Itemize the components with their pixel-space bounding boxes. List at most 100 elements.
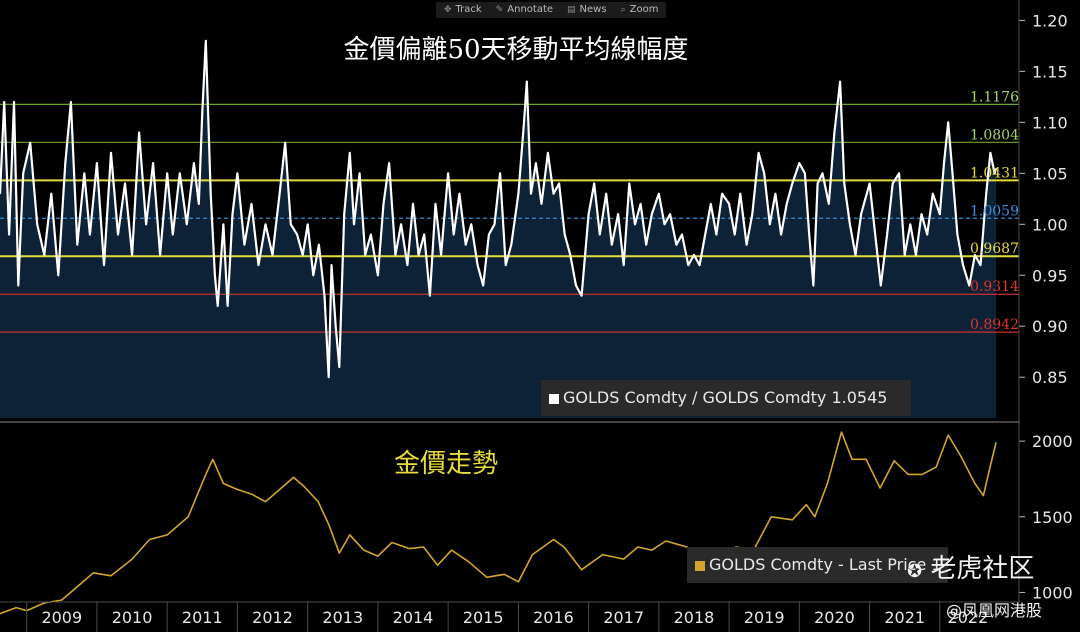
upper-point-144 xyxy=(828,203,830,205)
upper-point-175 xyxy=(995,168,997,170)
upper-point-45 xyxy=(271,254,274,256)
lower-point-27 xyxy=(391,541,393,544)
upper-point-60 xyxy=(349,152,351,154)
lower-point-8 xyxy=(131,558,133,560)
upper-point-73 xyxy=(423,233,425,236)
lower-point-62 xyxy=(935,466,937,468)
upper-point-96 xyxy=(552,193,555,195)
lower-point-58 xyxy=(879,487,881,489)
x-tick-label-2019: 2019 xyxy=(744,608,785,627)
upper-point-85 xyxy=(493,223,496,225)
upper-point-140 xyxy=(808,233,810,236)
annotate-button[interactable]: ✎ Annotate xyxy=(496,2,553,18)
upper-y-tick-label-2: 0.95 xyxy=(1032,266,1068,285)
x-tick-label-2009: 2009 xyxy=(41,608,82,627)
upper-point-104 xyxy=(599,233,601,236)
upper-point-71 xyxy=(412,203,414,205)
lower-point-56 xyxy=(851,458,853,460)
news-button[interactable]: ▤ News xyxy=(567,2,607,18)
upper-point-117 xyxy=(675,244,678,246)
x-tick-label-2016: 2016 xyxy=(533,608,574,627)
lower-point-35 xyxy=(517,581,520,583)
upper-point-107 xyxy=(617,213,619,215)
upper-point-131 xyxy=(758,152,760,154)
upper-point-106 xyxy=(611,244,613,246)
upper-point-143 xyxy=(821,172,824,174)
track-button[interactable]: ✥ Track xyxy=(444,2,482,18)
lower-point-9 xyxy=(149,538,151,541)
upper-point-173 xyxy=(989,152,992,154)
upper-point-11 xyxy=(64,162,66,164)
upper-point-123 xyxy=(710,203,712,205)
lower-point-25 xyxy=(363,549,365,551)
upper-point-89 xyxy=(517,193,520,195)
upper-point-119 xyxy=(687,264,689,266)
lower-point-24 xyxy=(349,534,351,536)
upper-point-32 xyxy=(201,111,203,113)
upper-point-37 xyxy=(222,223,224,225)
upper-series-line xyxy=(0,39,998,379)
upper-point-113 xyxy=(651,213,653,215)
lower-point-16 xyxy=(250,493,253,495)
lower-point-20 xyxy=(303,485,305,488)
upper-point-64 xyxy=(370,233,372,236)
upper-point-41 xyxy=(243,244,245,246)
upper-point-24 xyxy=(152,162,154,164)
upper-point-111 xyxy=(640,203,642,205)
upper-point-52 xyxy=(312,274,314,276)
upper-point-100 xyxy=(575,284,577,287)
upper-point-6 xyxy=(29,142,31,144)
upper-y-tick-label-6: 1.15 xyxy=(1032,62,1068,81)
x-tick-label-2018: 2018 xyxy=(674,608,715,627)
lower-point-7 xyxy=(110,575,112,577)
upper-point-160 xyxy=(920,213,923,215)
upper-point-172 xyxy=(985,193,987,195)
lower-point-19 xyxy=(293,476,295,478)
upper-point-142 xyxy=(817,182,819,185)
lower-point-52 xyxy=(805,504,808,506)
x-tick-label-2011: 2011 xyxy=(182,608,223,627)
upper-point-137 xyxy=(791,182,793,185)
lower-point-67 xyxy=(988,470,990,472)
lower-point-0 xyxy=(0,613,1,615)
upper-point-91 xyxy=(526,81,528,83)
upper-point-17 xyxy=(103,264,105,266)
lower-point-40 xyxy=(602,554,604,556)
upper-point-145 xyxy=(833,131,836,134)
lower-point-1 xyxy=(15,607,17,609)
lower-y-axis: 1000 1500 2000 xyxy=(1019,432,1073,602)
upper-point-31 xyxy=(198,203,200,205)
x-tick-label-2020: 2020 xyxy=(814,608,855,627)
x-tick-label-2012: 2012 xyxy=(252,608,293,627)
upper-point-151 xyxy=(869,182,871,185)
lower-point-53 xyxy=(814,516,816,518)
x-tick-label-2015: 2015 xyxy=(463,608,504,627)
tiger-logo-icon: ✪ xyxy=(907,561,923,582)
lower-y-tick-label-0: 1000 xyxy=(1032,583,1073,602)
upper-point-133 xyxy=(769,223,771,225)
upper-point-162 xyxy=(932,193,934,195)
upper-y-tick-label-4: 1.05 xyxy=(1032,164,1068,183)
upper-point-125 xyxy=(721,193,723,195)
zoom-button[interactable]: ⌕ Zoom xyxy=(621,2,659,18)
upper-point-166 xyxy=(951,172,954,174)
x-tick-label-2017: 2017 xyxy=(603,608,644,627)
upper-point-59 xyxy=(343,213,345,215)
upper-point-154 xyxy=(886,233,888,236)
upper-point-81 xyxy=(470,223,472,225)
upper-point-14 xyxy=(83,172,85,174)
legend-swatch-white xyxy=(549,394,559,404)
upper-point-42 xyxy=(250,203,253,205)
reference-label-0: 1.1176 xyxy=(970,89,1019,105)
upper-point-102 xyxy=(588,213,590,215)
upper-point-82 xyxy=(477,264,479,266)
lower-point-39 xyxy=(581,569,583,571)
magnifier-icon: ⌕ xyxy=(620,5,626,15)
upper-point-128 xyxy=(739,193,741,195)
reference-labels: 1.11761.08041.04311.00590.96870.93140.89… xyxy=(970,89,1019,333)
lower-point-33 xyxy=(486,576,488,578)
lower-point-59 xyxy=(893,460,895,462)
x-tick-label-2021: 2021 xyxy=(884,608,925,627)
lower-point-12 xyxy=(205,473,207,475)
upper-point-25 xyxy=(159,254,161,256)
